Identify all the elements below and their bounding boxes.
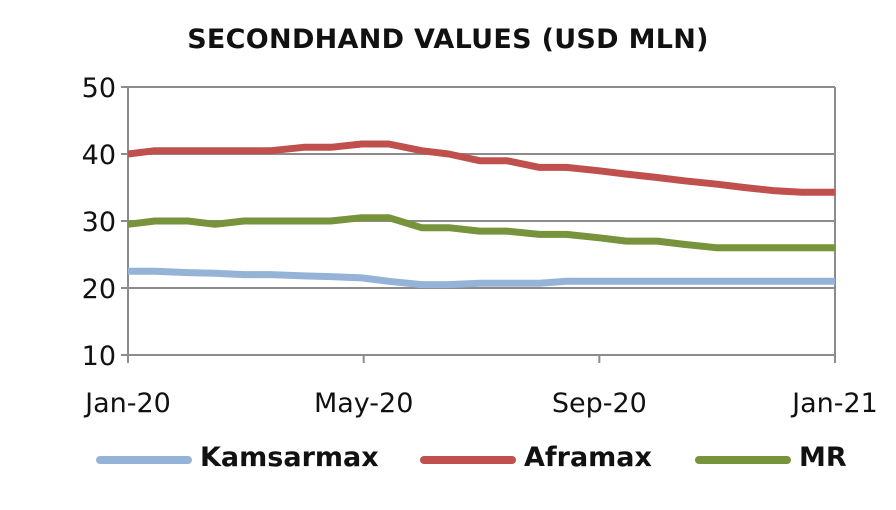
x-tick-label: Jan-21 xyxy=(790,388,878,419)
legend-label: Kamsarmax xyxy=(200,442,379,473)
y-tick-label: 50 xyxy=(82,73,116,104)
y-tick-label: 20 xyxy=(82,274,116,305)
legend-label: MR xyxy=(799,442,847,473)
chart-title: SECONDHAND VALUES (USD MLN) xyxy=(187,24,709,55)
legend-label: Aframax xyxy=(524,442,652,473)
series-lines xyxy=(127,140,835,289)
tick-labels: 10 20 30 40 50 Jan-20 May-20 Sep-20 Jan-21 xyxy=(82,73,878,419)
legend-swatch xyxy=(420,456,516,464)
series-line-mr xyxy=(127,214,835,252)
legend: Kamsarmax Aframax MR xyxy=(0,440,896,480)
chart-plot: 10 20 30 40 50 Jan-20 May-20 Sep-20 Jan-21 xyxy=(82,73,878,419)
y-tick-label: 10 xyxy=(82,341,116,372)
legend-swatch xyxy=(695,456,791,464)
x-tick-label: Sep-20 xyxy=(552,388,647,419)
y-tick-label: 30 xyxy=(82,207,116,238)
x-tick-label: Jan-20 xyxy=(83,388,171,419)
y-tick-label: 40 xyxy=(82,140,116,171)
legend-swatch xyxy=(96,456,192,464)
x-tick-label: May-20 xyxy=(314,388,413,419)
series-line-kamsarmax xyxy=(128,267,835,289)
series-line-aframax xyxy=(127,140,835,196)
